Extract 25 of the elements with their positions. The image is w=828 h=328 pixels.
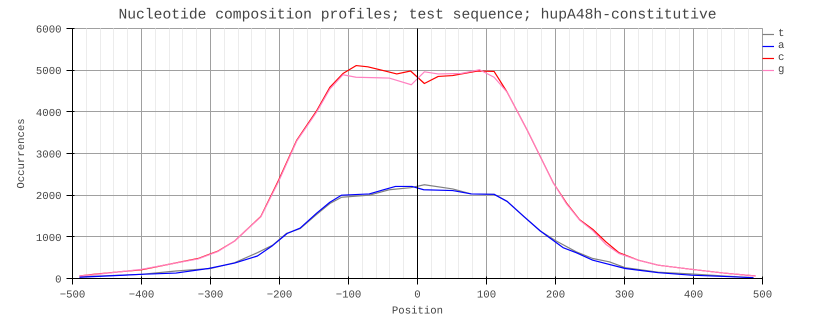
y-tick-label: 4000 — [36, 108, 62, 120]
x-tick-label: 500 — [752, 290, 772, 302]
x-tick-label: 100 — [476, 290, 496, 302]
y-tick-label: 5000 — [36, 66, 62, 78]
x-tick-label: 200 — [546, 290, 566, 302]
y-tick-label: 3000 — [36, 150, 62, 162]
legend-label: t — [778, 28, 786, 40]
legend-label: c — [778, 52, 786, 64]
y-tick-label: 0 — [55, 274, 62, 286]
legend-label: a — [778, 40, 786, 52]
x-tick-label: −400 — [128, 290, 154, 302]
y-axis-title: Occurrences — [16, 118, 28, 189]
x-axis-title: Position — [392, 306, 444, 318]
x-tick-label: 0 — [414, 290, 421, 302]
x-tick-label: −300 — [198, 290, 224, 302]
y-tick-label: 1000 — [36, 232, 62, 245]
x-tick-label: −200 — [266, 290, 292, 302]
x-tick-label: −500 — [60, 290, 86, 302]
y-tick-label: 2000 — [36, 191, 62, 204]
legend-label: g — [778, 64, 786, 76]
chart-title: Nucleotide composition profiles; test sequence; hupA48h-constitutive — [118, 8, 717, 24]
x-tick-label: 400 — [684, 290, 704, 302]
x-tick-label: 300 — [614, 290, 634, 302]
y-tick-label: 6000 — [36, 24, 62, 36]
x-tick-label: −100 — [336, 290, 362, 302]
